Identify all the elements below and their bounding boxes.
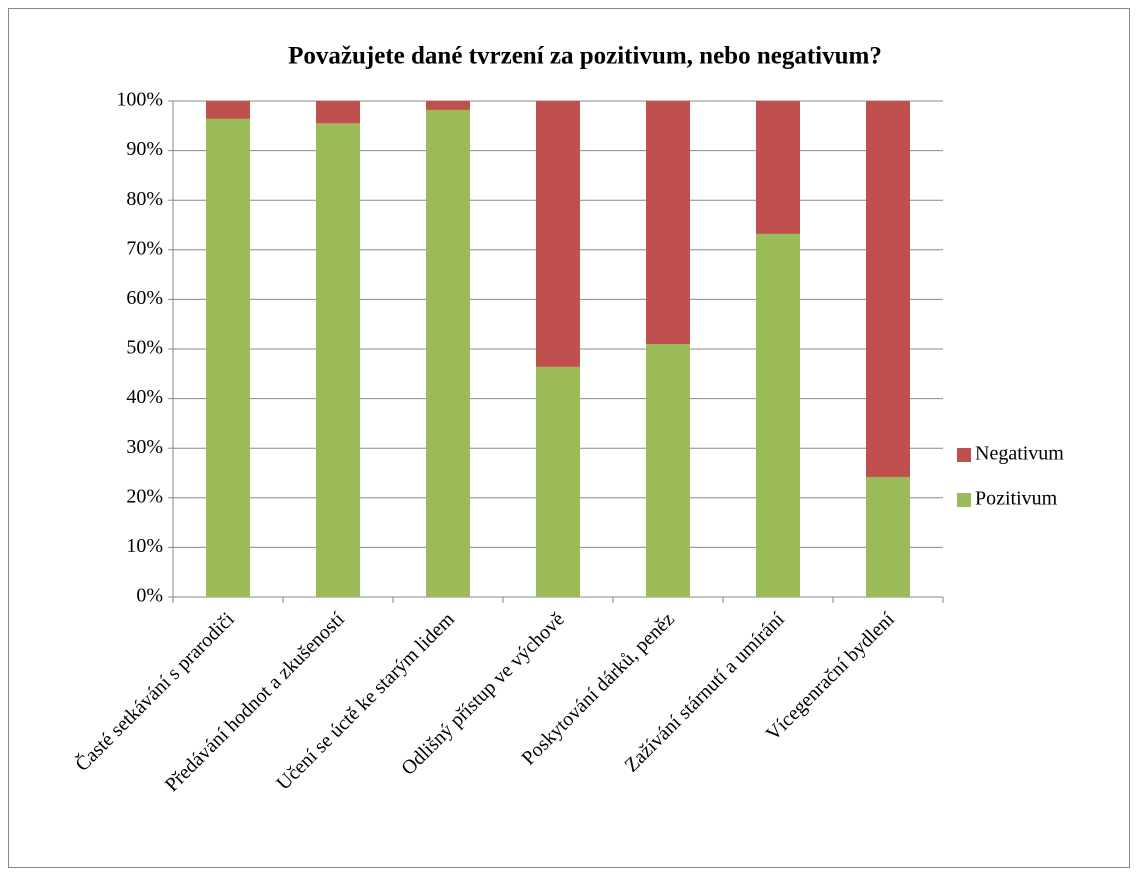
bar-segment (426, 101, 470, 110)
y-tick-label: 60% (126, 287, 163, 309)
bar-segment (426, 109, 470, 597)
bar-segment (756, 101, 800, 234)
bar-segment (646, 344, 690, 597)
legend-label: Pozitivum (975, 488, 1058, 510)
y-tick-label: 50% (126, 337, 163, 359)
bar-segment (536, 101, 580, 367)
bar-segment (866, 101, 910, 477)
bar-segment (206, 118, 250, 597)
y-tick-label: 70% (126, 237, 163, 259)
bar-segment (866, 476, 910, 597)
y-tick-label: 30% (126, 436, 163, 458)
bar-segment (536, 366, 580, 597)
y-tick-label: 10% (126, 535, 163, 557)
y-tick-label: 0% (136, 585, 163, 607)
legend-swatch (957, 448, 971, 462)
bar-segment (646, 101, 690, 345)
chart-title: Považujete dané tvrzení za pozitivum, ne… (288, 43, 882, 70)
y-tick-label: 40% (126, 386, 163, 408)
legend-swatch (957, 493, 971, 507)
legend-label: Negativum (975, 443, 1064, 465)
bar-segment (756, 233, 800, 598)
y-tick-label: 100% (116, 89, 163, 111)
y-tick-label: 90% (126, 138, 163, 160)
y-tick-label: 80% (126, 188, 163, 210)
y-tick-label: 20% (126, 485, 163, 507)
bar-segment (316, 123, 360, 597)
bar-segment (206, 101, 250, 119)
bar-segment (316, 101, 360, 124)
